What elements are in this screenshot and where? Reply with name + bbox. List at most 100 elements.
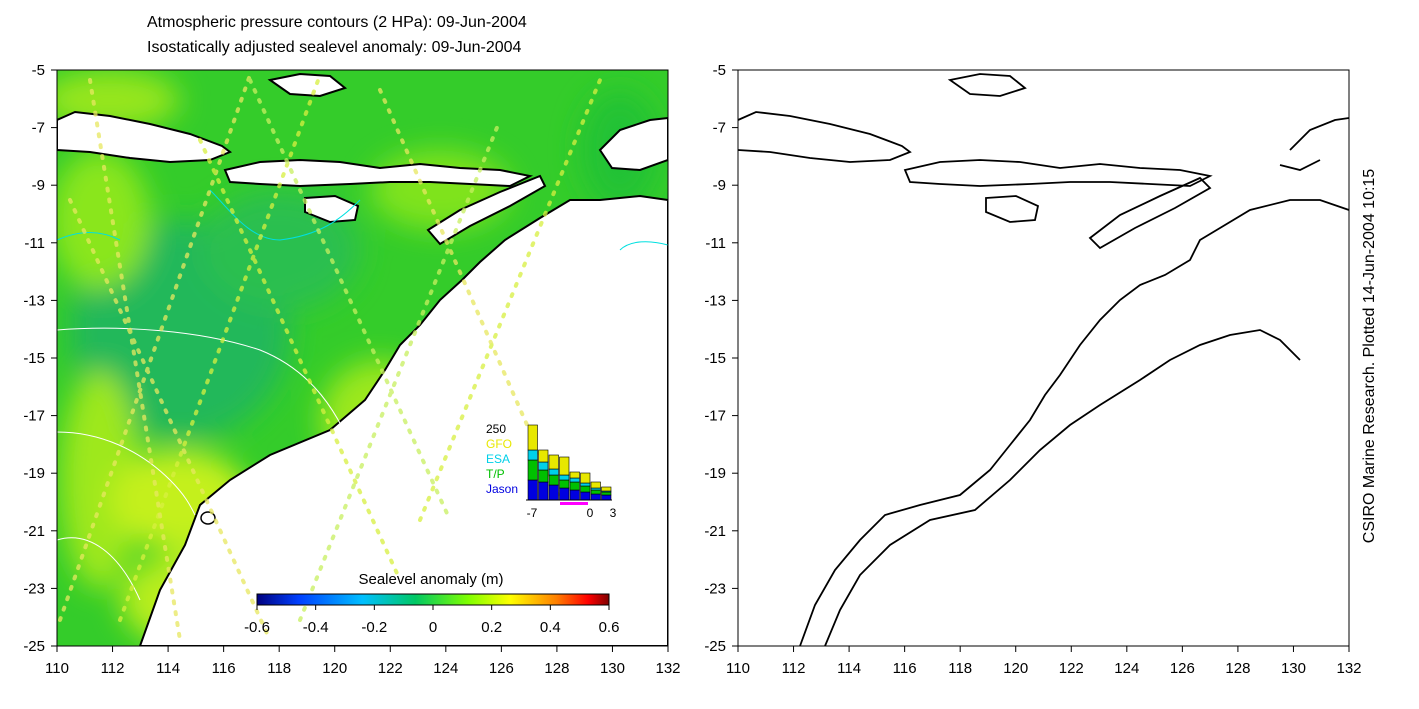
inset-legend-item: ESA	[486, 452, 510, 466]
colorbar-tick-label: 0.6	[599, 619, 620, 636]
inset-bar-segment	[569, 471, 580, 479]
australia-coastline-inner	[824, 329, 1301, 647]
northern-islands-coastline-2	[947, 73, 1027, 97]
northern-islands	[598, 116, 668, 172]
y-tick-label: -21	[23, 523, 45, 540]
inset-bar-segment	[580, 491, 591, 501]
y-tick-label: -7	[713, 120, 726, 137]
y-tick-label: -11	[705, 235, 726, 252]
y-tick-label: -23	[704, 580, 726, 597]
map-title-sealevel: Isostatically adjusted sealevel anomaly:…	[147, 39, 522, 56]
y-tick-label: -11	[24, 235, 45, 252]
timor-coastline	[1088, 176, 1212, 250]
inset-bar-segment	[601, 491, 612, 496]
sumba-coastline	[985, 195, 1040, 223]
x-tick-label: 114	[156, 660, 180, 677]
x-tick-label: 130	[1281, 660, 1306, 677]
inset-bar-segment	[590, 489, 601, 495]
inset-bar-segment	[580, 485, 591, 493]
sumba-island	[304, 194, 360, 224]
colorbar: Sealevel anomaly (m) -0.6 -0.4 -0.2 0 0.2 0.4…	[244, 571, 619, 636]
x-tick-label: 116	[212, 660, 236, 677]
colorbar-tick-label: 0.2	[481, 619, 502, 636]
coastline-map	[737, 70, 1350, 647]
y-tick-label: -23	[23, 580, 45, 597]
northern-islands-2	[267, 72, 348, 98]
inset-bar-segment	[601, 486, 612, 492]
lesser-sunda-coastline	[903, 159, 1213, 187]
x-tick-label: 128	[1225, 660, 1250, 677]
credit-text: CSIRO Marine Research. Plotted 14-Jun-20…	[1361, 168, 1378, 544]
inset-bar-segment	[569, 477, 580, 483]
inset-bar-segment	[559, 479, 570, 489]
java-island	[57, 110, 233, 164]
x-tick-label: 126	[1170, 660, 1195, 677]
australia-coastline	[799, 199, 1350, 647]
x-tick-label: 122	[378, 660, 403, 677]
inset-bar-segment	[569, 481, 580, 491]
inset-bar-segment	[559, 456, 570, 476]
x-tick-label: 120	[1003, 660, 1028, 677]
x-tick-label: 114	[837, 660, 861, 677]
inset-legend-item: Jason	[486, 482, 518, 496]
colorbar-tick-label: -0.4	[303, 619, 329, 636]
y-tick-label: -17	[23, 408, 45, 425]
x-tick-label: 132	[655, 660, 680, 677]
y-tick-label: -21	[704, 523, 726, 540]
inset-bar-segment	[538, 449, 549, 463]
map-title-pressure: Atmospheric pressure contours (2 HPa): 0…	[147, 14, 527, 31]
inset-x-label: -7	[527, 506, 538, 520]
colorbar-title: Sealevel anomaly (m)	[358, 571, 503, 588]
x-tick-label: 118	[267, 660, 291, 677]
timor-island	[426, 174, 547, 246]
inset-bar-segment	[538, 481, 549, 501]
x-tick-label: 112	[782, 660, 806, 677]
colorbar-tick-label: 0.4	[540, 619, 561, 636]
sealevel-anomaly-field	[57, 70, 668, 646]
y-tick-label: -5	[713, 62, 726, 79]
y-tick-label: -15	[23, 350, 45, 367]
x-tick-label: 122	[1059, 660, 1084, 677]
colorbar-tick-label: -0.6	[244, 619, 270, 636]
inset-ymax-label: 250	[486, 422, 506, 436]
inset-bar-segment	[548, 454, 559, 470]
x-tick-label: 118	[948, 660, 972, 677]
inset-bar-segment	[548, 468, 559, 476]
inset-bar-segment	[569, 489, 580, 501]
y-tick-label: -13	[23, 292, 45, 309]
inset-bar-segment	[580, 482, 591, 487]
x-tick-label: 112	[101, 660, 125, 677]
x-tick-label: 126	[489, 660, 514, 677]
inset-bar-segment	[527, 479, 538, 501]
inset-bar-segment	[538, 461, 549, 471]
y-tick-label: -19	[704, 465, 726, 482]
x-tick-label: 110	[726, 660, 750, 677]
y-tick-label: -9	[32, 177, 45, 194]
inset-bar-segment	[548, 484, 559, 501]
y-tick-label: -13	[704, 292, 726, 309]
y-tick-label: -5	[32, 62, 45, 79]
x-tick-label: 116	[893, 660, 917, 677]
northern-islands-coastline	[1279, 117, 1350, 171]
x-tick-label: 120	[322, 660, 347, 677]
inset-bar-segment	[601, 494, 612, 501]
y-tick-label: -25	[704, 638, 726, 655]
inset-bar-segment	[559, 487, 570, 501]
inset-x-label: 3	[610, 506, 617, 520]
left-y-axis: -5 -7 -9 -11 -13 -15 -17 -19 -21 -23 -25	[23, 62, 57, 655]
x-tick-label: 130	[600, 660, 625, 677]
y-tick-label: -19	[23, 465, 45, 482]
y-tick-label: -15	[704, 350, 726, 367]
y-tick-label: -25	[23, 638, 45, 655]
colorbar-tick-label: -0.2	[361, 619, 387, 636]
left-x-axis: 110 112 114 116 118 120 122 124 126 128 130 132	[45, 646, 681, 677]
inset-legend-item: GFO	[486, 437, 512, 451]
inset-bar-segment	[527, 449, 538, 461]
y-tick-label: -7	[32, 120, 45, 137]
y-tick-label: -17	[704, 408, 726, 425]
x-tick-label: 124	[433, 660, 458, 677]
java-coastline	[737, 111, 912, 163]
right-y-axis: -5 -7 -9 -11 -13 -15 -17 -19 -21 -23 -25	[704, 62, 738, 655]
